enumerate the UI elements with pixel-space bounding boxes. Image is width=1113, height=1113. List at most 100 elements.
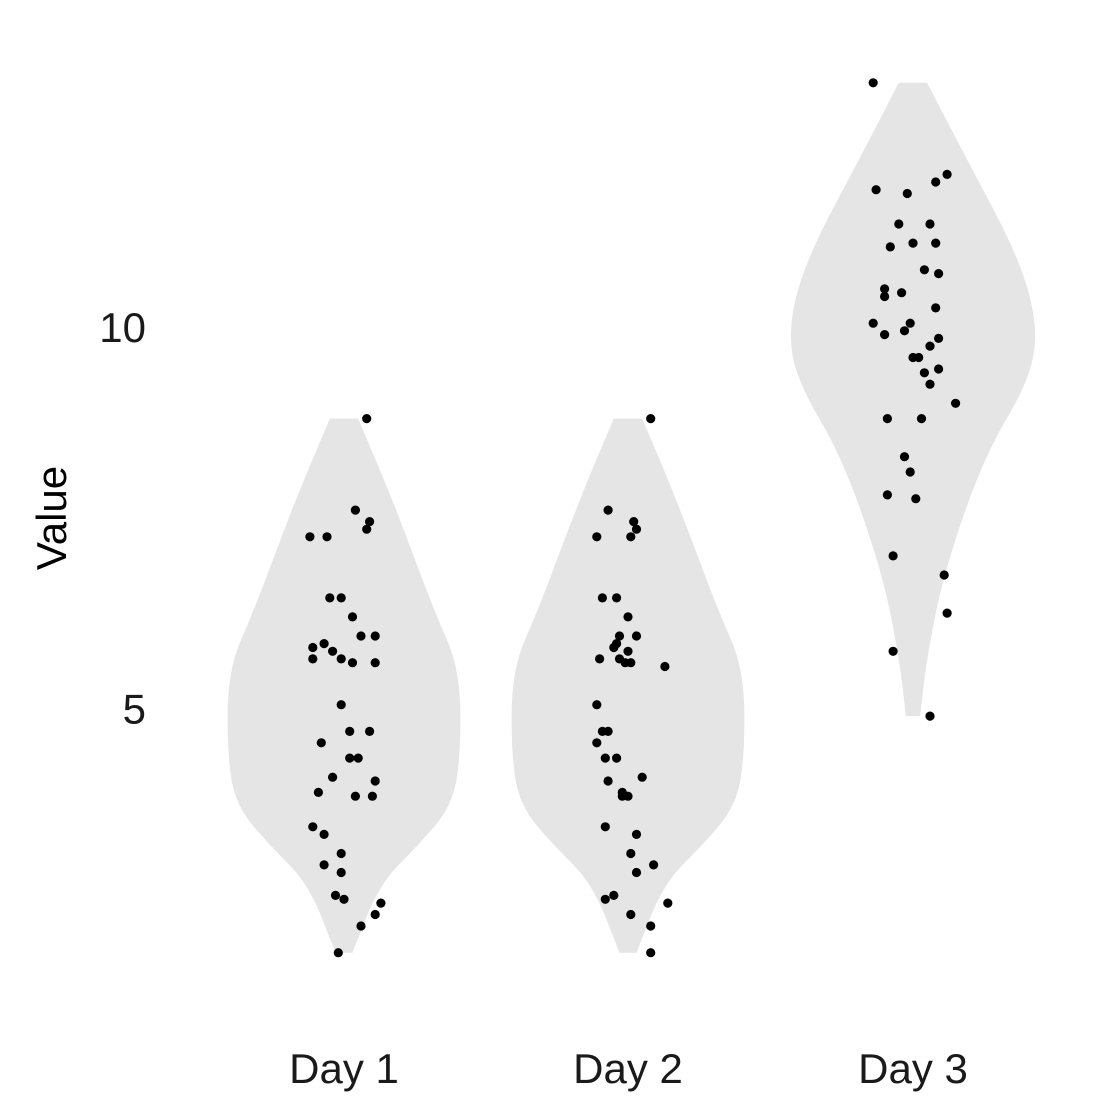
- data-point-day-3: [894, 219, 904, 229]
- data-point-day-1: [308, 642, 318, 653]
- data-point-day-2: [609, 642, 619, 653]
- y-tick-label: 10: [99, 304, 146, 351]
- data-point-day-1: [330, 890, 341, 901]
- data-point-day-3: [934, 364, 944, 374]
- data-point-day-1: [350, 791, 360, 801]
- data-point-day-1: [370, 909, 380, 920]
- data-point-day-3: [939, 570, 949, 580]
- data-point-day-3: [885, 242, 895, 252]
- data-point-day-1: [305, 532, 315, 542]
- data-point-day-2: [612, 593, 622, 603]
- data-point-day-1: [328, 646, 338, 656]
- data-point-day-2: [603, 726, 613, 737]
- data-point-day-1: [350, 505, 360, 515]
- data-point-day-2: [631, 524, 642, 534]
- violin-day-3: [790, 82, 1036, 717]
- data-point-day-2: [631, 631, 642, 641]
- data-point-day-1: [308, 822, 318, 832]
- data-point-day-2: [649, 860, 659, 870]
- data-point-day-1: [339, 894, 349, 904]
- data-point-day-3: [916, 414, 927, 424]
- data-point-day-1: [367, 791, 377, 801]
- data-point-day-1: [336, 848, 346, 859]
- data-point-day-1: [313, 787, 323, 798]
- data-point-day-3: [905, 467, 915, 477]
- data-point-day-1: [319, 829, 329, 840]
- data-point-day-2: [663, 898, 673, 908]
- data-point-day-2: [600, 822, 610, 832]
- data-point-day-3: [880, 284, 890, 294]
- data-point-day-3: [951, 398, 961, 408]
- data-point-day-1: [376, 898, 386, 908]
- data-point-day-2: [597, 593, 608, 603]
- data-point-day-2: [592, 532, 602, 542]
- data-point-day-3: [880, 330, 890, 340]
- data-point-day-3: [925, 219, 935, 229]
- data-point-day-3: [934, 269, 944, 279]
- data-point-day-2: [623, 646, 633, 656]
- data-point-day-3: [908, 238, 918, 248]
- data-point-day-3: [919, 368, 930, 378]
- data-point-day-2: [626, 532, 636, 542]
- data-point-day-3: [902, 188, 912, 199]
- data-point-day-2: [609, 890, 619, 901]
- data-point-day-1: [347, 658, 358, 668]
- data-point-day-2: [631, 867, 642, 878]
- data-point-day-2: [614, 631, 625, 641]
- data-point-day-3: [931, 303, 941, 313]
- y-axis-title: Value: [28, 466, 75, 570]
- data-point-day-2: [660, 661, 670, 672]
- data-point-day-2: [637, 772, 647, 782]
- data-point-day-2: [595, 654, 605, 664]
- data-point-day-1: [316, 738, 326, 748]
- data-point-day-3: [899, 452, 910, 462]
- data-point-day-3: [905, 318, 915, 328]
- data-point-day-1: [365, 517, 375, 527]
- data-point-day-3: [882, 490, 893, 500]
- data-point-day-2: [646, 414, 656, 424]
- data-point-day-3: [871, 185, 881, 195]
- data-point-day-3: [925, 341, 935, 351]
- y-axis-tick-labels: 5 10: [99, 304, 146, 733]
- data-point-day-1: [319, 639, 329, 649]
- data-point-day-2: [626, 909, 636, 920]
- data-point-day-2: [623, 612, 633, 622]
- data-point-day-3: [934, 333, 944, 343]
- data-point-day-3: [925, 711, 935, 721]
- data-point-day-1: [336, 593, 346, 603]
- data-point-day-1: [370, 658, 380, 668]
- data-point-day-1: [319, 860, 329, 870]
- data-point-day-1: [353, 753, 363, 763]
- data-point-day-3: [919, 265, 930, 275]
- data-point-day-1: [333, 948, 343, 958]
- data-point-day-2: [603, 505, 613, 515]
- data-point-day-2: [600, 753, 610, 763]
- data-point-day-1: [336, 654, 346, 664]
- data-point-day-2: [631, 829, 642, 840]
- data-point-day-2: [646, 921, 656, 931]
- data-point-day-1: [370, 631, 380, 641]
- data-point-day-3: [942, 608, 952, 618]
- data-point-day-3: [914, 352, 924, 363]
- x-tick-label: Day 3: [858, 1045, 968, 1092]
- y-tick-label: 5: [123, 686, 146, 733]
- data-point-day-1: [336, 867, 346, 878]
- data-point-day-1: [356, 631, 366, 641]
- points-layer: [305, 78, 961, 958]
- data-point-day-2: [600, 894, 610, 904]
- data-point-day-3: [888, 646, 898, 656]
- data-point-day-3: [868, 318, 878, 328]
- data-point-day-2: [629, 517, 639, 527]
- data-point-day-2: [646, 948, 656, 958]
- data-point-day-2: [612, 753, 622, 763]
- data-point-day-1: [308, 654, 318, 664]
- data-point-day-1: [356, 921, 366, 931]
- data-point-day-3: [897, 288, 907, 298]
- data-point-day-1: [365, 726, 375, 737]
- data-point-day-2: [592, 738, 602, 748]
- data-point-day-3: [882, 414, 893, 424]
- data-point-day-1: [336, 700, 346, 710]
- data-point-day-1: [347, 612, 358, 622]
- data-point-day-1: [345, 726, 355, 737]
- x-axis-tick-labels: Day 1 Day 2 Day 3: [289, 1045, 968, 1092]
